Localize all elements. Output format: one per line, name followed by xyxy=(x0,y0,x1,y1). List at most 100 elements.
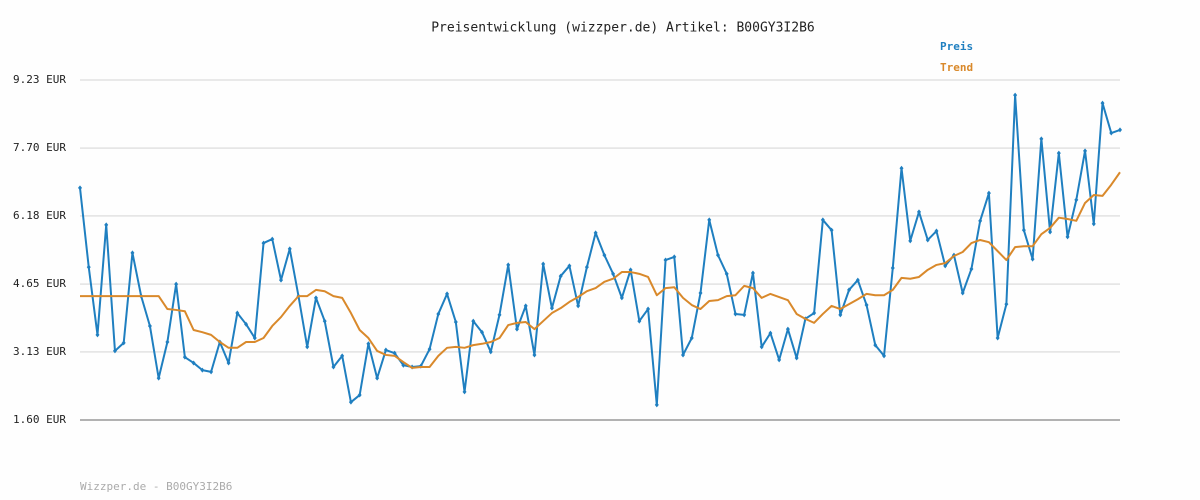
point xyxy=(838,312,843,318)
point xyxy=(576,303,581,309)
point xyxy=(156,375,161,381)
point xyxy=(1039,136,1044,142)
point xyxy=(453,319,458,325)
series-line xyxy=(80,171,1121,369)
point xyxy=(829,227,834,233)
point xyxy=(95,332,100,338)
point xyxy=(785,326,790,332)
point xyxy=(681,352,686,358)
point xyxy=(270,236,275,242)
point xyxy=(340,353,345,359)
point xyxy=(1056,150,1061,156)
point xyxy=(1048,229,1053,235)
point xyxy=(584,264,589,270)
point xyxy=(401,362,406,368)
point xyxy=(777,357,782,363)
point xyxy=(768,330,773,336)
footer: Wizzper.de - B00GY3I2B6 xyxy=(80,480,232,493)
point xyxy=(1091,221,1096,227)
point xyxy=(750,270,755,276)
point xyxy=(331,364,336,370)
point xyxy=(366,341,371,347)
point xyxy=(244,321,249,327)
y-tick-label: 4.65 EUR xyxy=(13,277,66,290)
point xyxy=(925,237,930,243)
point xyxy=(357,392,362,398)
chart-title: Preisentwicklung (wizzper.de) Artikel: B… xyxy=(431,21,815,36)
point xyxy=(462,389,467,395)
point xyxy=(619,295,624,301)
point xyxy=(847,287,852,293)
point xyxy=(908,238,913,244)
point xyxy=(672,254,677,260)
point xyxy=(864,302,869,308)
point xyxy=(209,369,214,375)
point xyxy=(812,310,817,316)
point xyxy=(427,346,432,352)
point xyxy=(742,312,747,318)
point xyxy=(541,261,546,267)
point xyxy=(978,218,983,224)
point xyxy=(1065,234,1070,240)
point xyxy=(637,318,642,324)
point xyxy=(1083,148,1088,154)
point xyxy=(104,222,109,228)
point xyxy=(1004,301,1009,307)
point xyxy=(506,262,511,268)
point xyxy=(698,290,703,296)
point xyxy=(654,402,659,408)
point xyxy=(78,185,82,191)
point xyxy=(147,323,152,329)
point xyxy=(174,281,179,287)
point xyxy=(724,271,729,277)
point xyxy=(855,277,860,283)
point xyxy=(480,329,485,335)
point xyxy=(1100,100,1105,106)
point xyxy=(523,303,528,309)
point xyxy=(191,360,196,366)
point xyxy=(882,353,887,359)
point xyxy=(707,217,712,223)
point xyxy=(130,250,135,256)
legend-label: Trend xyxy=(940,61,973,74)
point xyxy=(182,354,187,360)
point xyxy=(375,375,380,381)
point xyxy=(899,165,904,171)
point xyxy=(322,318,327,324)
point xyxy=(235,310,240,316)
point xyxy=(471,318,476,324)
point xyxy=(733,311,738,317)
point xyxy=(313,295,318,301)
point xyxy=(287,246,292,252)
point xyxy=(86,264,91,270)
point xyxy=(532,352,537,358)
point xyxy=(602,252,607,258)
point xyxy=(820,217,825,223)
point xyxy=(1118,127,1122,133)
point xyxy=(943,263,948,269)
point xyxy=(916,209,921,215)
y-tick-label: 6.18 EUR xyxy=(13,209,66,222)
point xyxy=(1030,256,1035,262)
point xyxy=(646,306,651,312)
point xyxy=(1021,227,1026,233)
y-tick-label: 7.70 EUR xyxy=(13,141,66,154)
point xyxy=(383,347,388,353)
point xyxy=(611,271,616,277)
point xyxy=(960,290,965,296)
point xyxy=(165,339,170,345)
point xyxy=(112,348,117,354)
point xyxy=(873,342,878,348)
point xyxy=(934,228,939,234)
point xyxy=(689,335,694,341)
point xyxy=(558,273,563,279)
point xyxy=(514,326,519,332)
point xyxy=(759,344,764,350)
y-tick-label: 3.13 EUR xyxy=(13,345,66,358)
y-tick-label: 9.23 EUR xyxy=(13,73,66,86)
point xyxy=(348,399,353,405)
point xyxy=(279,277,284,283)
